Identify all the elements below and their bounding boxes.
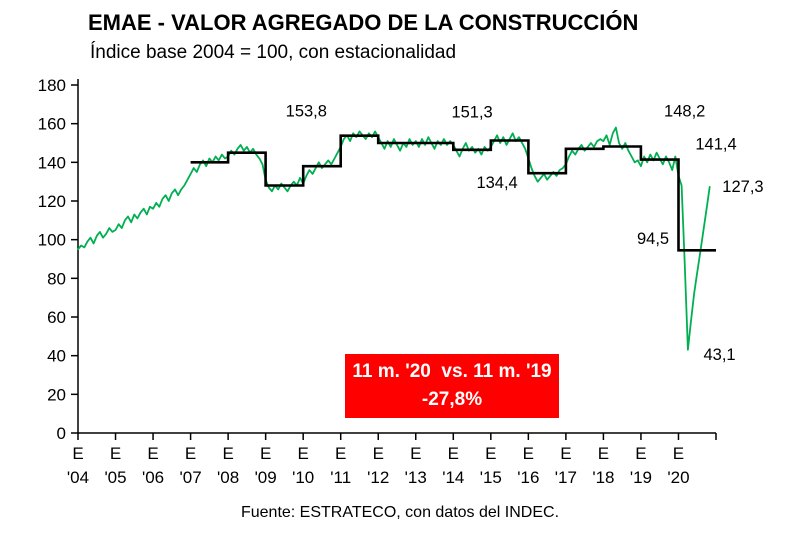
data-label: 141,4 bbox=[695, 135, 736, 153]
callout-line1: 11 m. '20 vs. 11 m. '19 bbox=[352, 360, 552, 382]
x-axis-year-label: '19 bbox=[630, 468, 652, 487]
source-note: Fuente: ESTRATECO, con datos del INDEC. bbox=[240, 504, 560, 521]
x-axis-year-label: '11 bbox=[330, 468, 351, 487]
x-axis-year-label: '14 bbox=[442, 468, 464, 487]
x-axis-month-label: E bbox=[410, 444, 421, 463]
data-label: 43,1 bbox=[704, 346, 736, 364]
chart-title: EMAE - VALOR AGREGADO DE LA CONSTRUCCIÓN bbox=[88, 10, 639, 35]
y-axis-label: 160 bbox=[38, 115, 66, 134]
x-axis-month-label: E bbox=[185, 444, 196, 463]
x-axis-month-label: E bbox=[147, 444, 158, 463]
x-axis-month-label: E bbox=[673, 444, 684, 463]
data-label: 134,4 bbox=[476, 174, 517, 192]
x-axis-year-label: '15 bbox=[480, 468, 502, 487]
x-axis-month-label: E bbox=[448, 444, 459, 463]
y-axis-label: 120 bbox=[38, 192, 66, 211]
data-label: 127,3 bbox=[722, 178, 763, 196]
data-label: 153,8 bbox=[286, 102, 327, 120]
y-axis-label: 20 bbox=[47, 385, 66, 404]
x-axis-month-label: E bbox=[335, 444, 346, 463]
y-axis-label: 140 bbox=[38, 153, 66, 172]
x-axis-year-label: '17 bbox=[555, 468, 577, 487]
callout-line2: -27,8% bbox=[421, 389, 483, 410]
x-axis-month-label: E bbox=[635, 444, 646, 463]
comparison-callout: 11 m. '20 vs. 11 m. '19 -27,8% bbox=[345, 354, 559, 418]
monthly-series-line bbox=[77, 126, 711, 351]
x-axis-month-label: E bbox=[222, 444, 233, 463]
x-axis-month-label: E bbox=[598, 444, 609, 463]
x-axis-year-label: '09 bbox=[255, 468, 277, 487]
data-label: 148,2 bbox=[664, 102, 705, 120]
annual-average-step-line bbox=[190, 134, 716, 252]
data-label: 151,3 bbox=[451, 103, 492, 121]
x-axis-month-label: E bbox=[72, 444, 83, 463]
x-axis-year-label: '07 bbox=[180, 468, 202, 487]
data-label: 94,5 bbox=[637, 230, 669, 248]
x-axis-month-label: E bbox=[485, 444, 496, 463]
y-axis-label: 60 bbox=[47, 308, 66, 327]
x-axis-month-label: E bbox=[260, 444, 271, 463]
x-axis-year-label: '20 bbox=[667, 468, 689, 487]
x-axis-year-label: '18 bbox=[592, 468, 614, 487]
y-axis-label: 80 bbox=[47, 269, 66, 288]
x-axis-month-label: E bbox=[523, 444, 534, 463]
chart-subtitle: Índice base 2004 = 100, con estacionalid… bbox=[90, 42, 457, 63]
x-axis-year-label: '16 bbox=[517, 468, 539, 487]
x-axis-year-label: '12 bbox=[367, 468, 389, 487]
y-axis-label: 40 bbox=[47, 347, 66, 366]
x-axis-month-label: E bbox=[560, 444, 571, 463]
y-axis-label: 180 bbox=[38, 76, 66, 95]
x-axis-year-label: '08 bbox=[217, 468, 239, 487]
x-axis-year-label: '10 bbox=[292, 468, 314, 487]
x-axis-year-label: '06 bbox=[142, 468, 164, 487]
y-axis-label: 0 bbox=[57, 424, 66, 443]
x-axis-month-label: E bbox=[373, 444, 384, 463]
x-axis-year-label: '13 bbox=[405, 468, 427, 487]
x-axis-year-label: '05 bbox=[104, 468, 126, 487]
x-axis-year-label: '04 bbox=[67, 468, 89, 487]
x-axis-month-label: E bbox=[110, 444, 121, 463]
y-axis-label: 100 bbox=[38, 231, 66, 250]
x-axis-month-label: E bbox=[298, 444, 309, 463]
